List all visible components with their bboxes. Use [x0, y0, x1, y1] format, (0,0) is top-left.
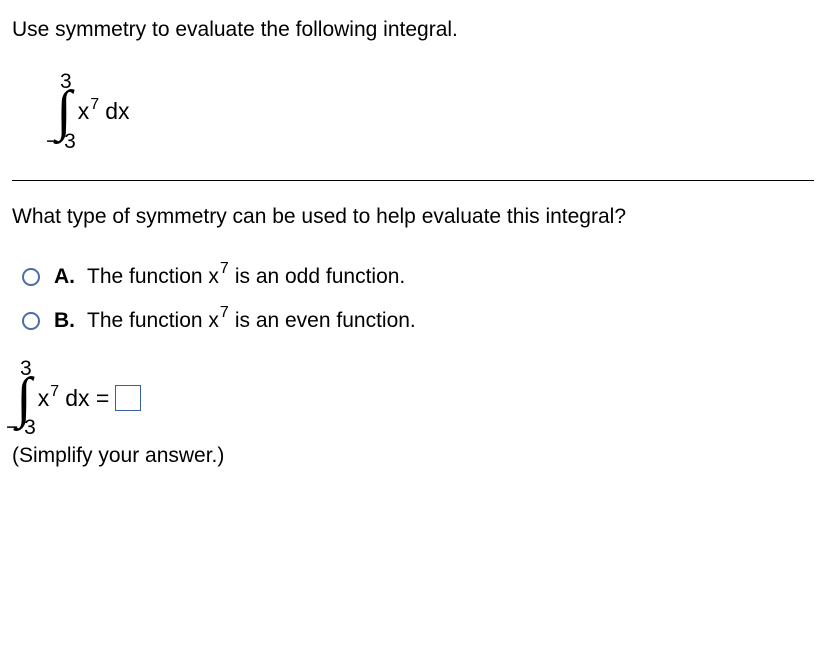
base-var: x [78, 98, 90, 125]
base-var: x [38, 385, 50, 412]
option-a-post: is an odd function. [235, 265, 405, 289]
integral-sign: ∫ [16, 375, 31, 423]
divider [12, 180, 814, 181]
answer-input[interactable] [115, 385, 141, 411]
dx-equals: dx = [65, 385, 109, 412]
integral-sign: ∫ [56, 88, 71, 136]
option-b-text: The function x7 is an even function. [87, 309, 416, 333]
option-b-post: is an even function. [235, 309, 416, 333]
option-a[interactable]: A. The function x7 is an odd function. [22, 265, 814, 289]
option-b-pre: The function x [87, 309, 219, 333]
option-a-exp: 7 [220, 260, 229, 278]
exponent: 7 [50, 383, 59, 401]
answer-integral-symbol: 3 ∫ − 3 [12, 357, 36, 441]
radio-icon[interactable] [22, 268, 40, 286]
question-prompt: Use symmetry to evaluate the following i… [12, 18, 814, 42]
exponent: 7 [90, 96, 99, 114]
lower-limit: − 3 [6, 416, 36, 440]
answer-hint: (Simplify your answer.) [12, 444, 814, 468]
sub-question: What type of symmetry can be used to hel… [12, 205, 814, 229]
integral-symbol: 3 ∫ − 3 [52, 70, 76, 154]
answer-integrand: x7 dx = [38, 385, 110, 412]
option-b-exp: 7 [220, 304, 229, 322]
option-a-text: The function x7 is an odd function. [87, 265, 405, 289]
lower-limit: − 3 [46, 130, 76, 154]
option-b-letter: B. [54, 309, 75, 333]
option-a-pre: The function x [87, 265, 219, 289]
question-integral: 3 ∫ − 3 x7 dx [52, 70, 814, 154]
integrand: x7 dx [78, 98, 130, 125]
answer-integral-row: 3 ∫ − 3 x7 dx = [12, 357, 814, 441]
dx: dx [105, 98, 129, 125]
option-b[interactable]: B. The function x7 is an even function. [22, 309, 814, 333]
option-a-letter: A. [54, 265, 75, 289]
radio-icon[interactable] [22, 312, 40, 330]
